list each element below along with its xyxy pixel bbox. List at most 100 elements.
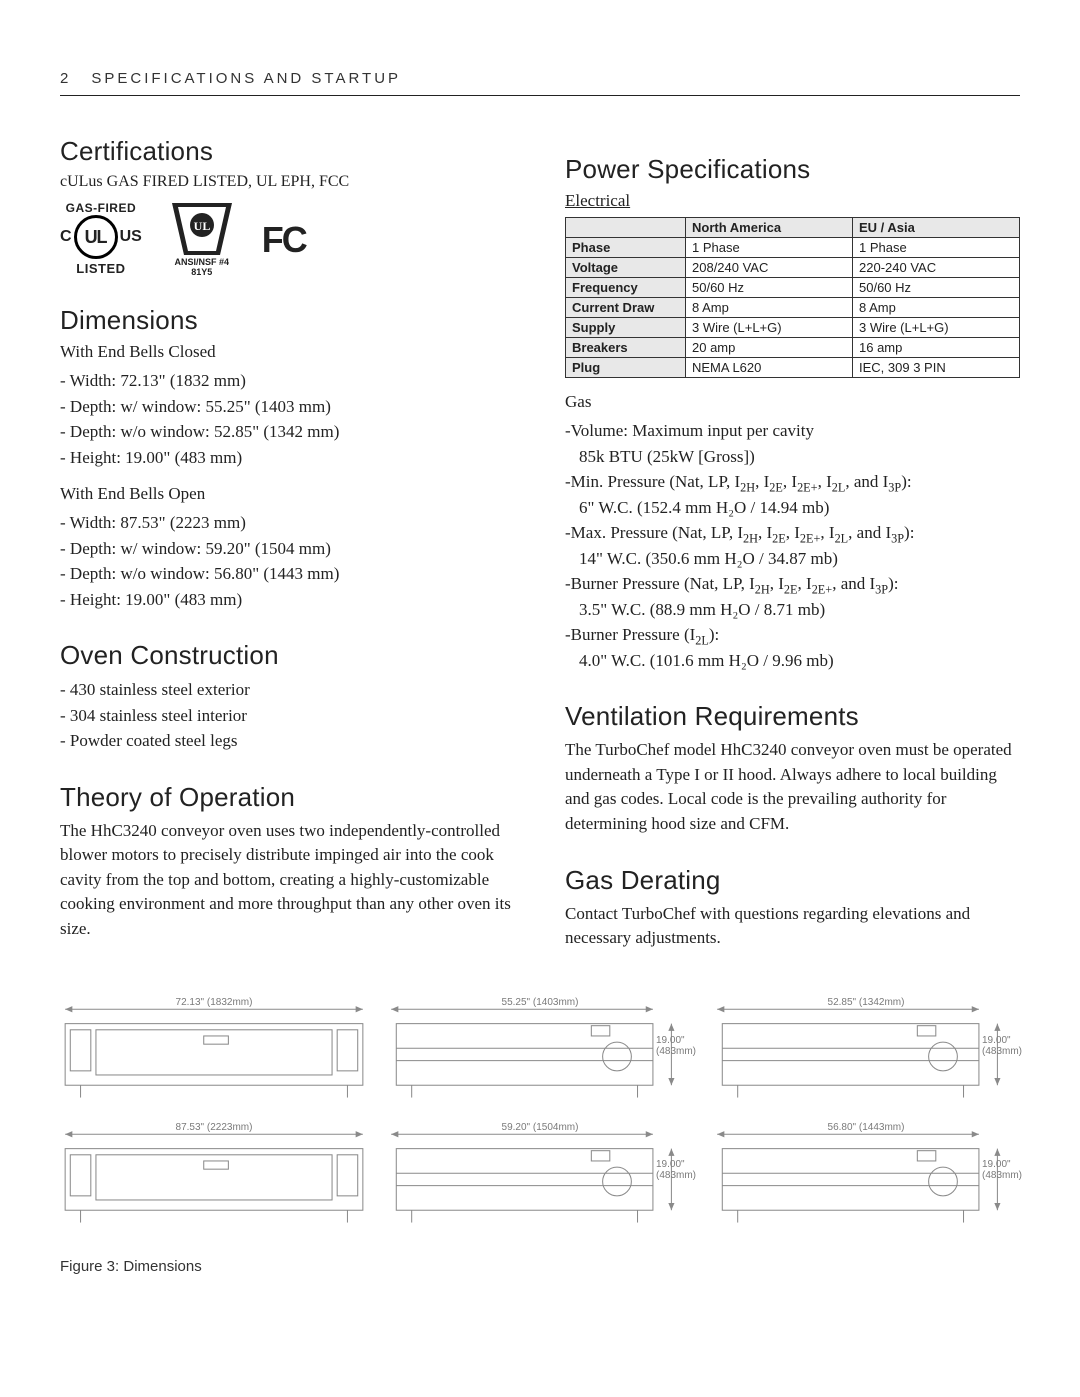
eph-logo-l2: 81Y5 (191, 267, 212, 277)
gas-min-l2: 6" W.C. (152.4 mm H₂O / 14.94 mb) (565, 495, 1020, 521)
table-cell-na: 1 Phase (686, 238, 853, 258)
list-item: Depth: w/ window: 59.20" (1504 mm) (60, 536, 515, 562)
dimension-diagram: 59.20" (1504mm)19.00"(483mm) (386, 1124, 694, 1227)
theory-heading: Theory of Operation (60, 782, 515, 813)
page-header-title: SPECIFICATIONS AND STARTUP (91, 70, 401, 87)
ul-logo-c: C (60, 228, 72, 246)
diagram-width-label: 72.13" (1832mm) (60, 997, 368, 1008)
diagram-height-label: 19.00"(483mm) (982, 1035, 1022, 1057)
table-cell-eu: 3 Wire (L+L+G) (853, 318, 1020, 338)
gas-volume-l1: -Volume: Maximum input per cavity (565, 418, 1020, 444)
ul-logo-bottom: LISTED (76, 261, 125, 276)
certifications-heading: Certifications (60, 136, 515, 167)
dimension-diagram: 52.85" (1342mm)19.00"(483mm) (712, 999, 1020, 1102)
oven-construction-heading: Oven Construction (60, 640, 515, 671)
gas-derating-text: Contact TurboChef with questions regardi… (565, 902, 1020, 951)
dimensions-closed-heading: With End Bells Closed (60, 342, 515, 362)
table-cell-eu: 1 Phase (853, 238, 1020, 258)
certifications-line: cULus GAS FIRED LISTED, UL EPH, FCC (60, 173, 515, 191)
table-col-eu: EU / Asia (853, 218, 1020, 238)
right-column: Power Specifications Electrical North Am… (565, 136, 1020, 961)
fcc-logo: FC (262, 201, 306, 261)
dimensions-open-heading: With End Bells Open (60, 484, 515, 504)
list-item: Depth: w/o window: 52.85" (1342 mm) (60, 419, 515, 445)
table-cell-eu: 8 Amp (853, 298, 1020, 318)
table-cell-eu: 16 amp (853, 338, 1020, 358)
table-row: Supply3 Wire (L+L+G)3 Wire (L+L+G) (566, 318, 1020, 338)
theory-text: The HhC3240 conveyor oven uses two indep… (60, 819, 515, 942)
table-row: PlugNEMA L620IEC, 309 3 PIN (566, 358, 1020, 378)
svg-text:UL: UL (193, 219, 210, 233)
gas-min-l1: -Min. Pressure (Nat, LP, I2H, I2E, I2E+,… (565, 469, 1020, 495)
diagram-width-label: 87.53" (2223mm) (60, 1122, 368, 1133)
dimension-diagram: 55.25" (1403mm) 19.00"(483mm) (386, 999, 694, 1102)
diagram-height-label: 19.00"(483mm) (982, 1159, 1022, 1181)
ul-eph-logo: UL ANSI/NSF #4 81Y5 (170, 201, 234, 277)
dimension-diagram: 72.13" (1832mm) (60, 999, 368, 1102)
table-col-na: North America (686, 218, 853, 238)
diagram-height-label: 19.00"(483mm) (656, 1159, 696, 1181)
electrical-label: Electrical (565, 191, 1020, 211)
figure-caption: Figure 3: Dimensions (60, 1258, 1020, 1275)
table-rowhead: Frequency (566, 278, 686, 298)
list-item: 430 stainless steel exterior (60, 677, 515, 703)
dimension-diagram: 56.80" (1443mm) 19.00"(483mm) (712, 1124, 1020, 1227)
gas-volume-l2: 85k BTU (25kW [Gross]) (565, 444, 1020, 470)
gas-max-l2: 14" W.C. (350.6 mm H₂O / 34.87 mb) (565, 546, 1020, 572)
dimensions-heading: Dimensions (60, 305, 515, 336)
table-corner (566, 218, 686, 238)
table-cell-eu: IEC, 309 3 PIN (853, 358, 1020, 378)
dimension-diagram: 87.53" (2223mm) (60, 1124, 368, 1227)
ventilation-heading: Ventilation Requirements (565, 701, 1020, 732)
list-item: 304 stainless steel interior (60, 703, 515, 729)
list-item: Depth: w/o window: 56.80" (1443 mm) (60, 561, 515, 587)
eph-logo-l1: ANSI/NSF #4 (175, 257, 230, 267)
table-row: Phase1 Phase1 Phase (566, 238, 1020, 258)
ul-logo-top: GAS-FIRED (66, 201, 137, 215)
table-cell-na: 50/60 Hz (686, 278, 853, 298)
table-cell-na: 20 amp (686, 338, 853, 358)
gas-label: Gas (565, 392, 1020, 412)
list-item: Width: 72.13" (1832 mm) (60, 368, 515, 394)
dimensions-open-list: Width: 87.53" (2223 mm)Depth: w/ window:… (60, 510, 515, 612)
ul-listed-logo: GAS-FIRED C UL US LISTED (60, 201, 142, 276)
table-rowhead: Phase (566, 238, 686, 258)
list-item: Depth: w/ window: 55.25" (1403 mm) (60, 394, 515, 420)
table-row: Frequency50/60 Hz50/60 Hz (566, 278, 1020, 298)
table-cell-na: NEMA L620 (686, 358, 853, 378)
ul-logo-us: US (120, 228, 142, 246)
table-rowhead: Plug (566, 358, 686, 378)
table-row: Current Draw8 Amp8 Amp (566, 298, 1020, 318)
table-cell-na: 3 Wire (L+L+G) (686, 318, 853, 338)
diagram-height-label: 19.00"(483mm) (656, 1035, 696, 1057)
electrical-table: North America EU / Asia Phase1 Phase1 Ph… (565, 217, 1020, 378)
power-spec-heading: Power Specifications (565, 154, 1020, 185)
ventilation-text: The TurboChef model HhC3240 conveyor ove… (565, 738, 1020, 837)
gas-derating-heading: Gas Derating (565, 865, 1020, 896)
table-cell-na: 8 Amp (686, 298, 853, 318)
gas-bp2-l1: -Burner Pressure (I2L): (565, 622, 1020, 648)
ul-logo-icon: UL (74, 215, 118, 259)
table-rowhead: Breakers (566, 338, 686, 358)
gas-max-l1: -Max. Pressure (Nat, LP, I2H, I2E, I2E+,… (565, 520, 1020, 546)
diagram-width-label: 56.80" (1443mm) (712, 1122, 1020, 1133)
oven-construction-list: 430 stainless steel exterior304 stainles… (60, 677, 515, 754)
header-rule (60, 95, 1020, 96)
table-row: Voltage208/240 VAC220-240 VAC (566, 258, 1020, 278)
gas-specs: -Volume: Maximum input per cavity85k BTU… (565, 418, 1020, 673)
page-number: 2 (60, 70, 71, 87)
table-cell-na: 208/240 VAC (686, 258, 853, 278)
gas-bp2-l2: 4.0" W.C. (101.6 mm H₂O / 9.96 mb) (565, 648, 1020, 674)
table-rowhead: Current Draw (566, 298, 686, 318)
list-item: Width: 87.53" (2223 mm) (60, 510, 515, 536)
certification-logos: GAS-FIRED C UL US LISTED UL ANSI/NSF (60, 201, 515, 277)
table-cell-eu: 50/60 Hz (853, 278, 1020, 298)
list-item: Height: 19.00" (483 mm) (60, 445, 515, 471)
table-cell-eu: 220-240 VAC (853, 258, 1020, 278)
list-item: Powder coated steel legs (60, 728, 515, 754)
gas-bp1-l2: 3.5" W.C. (88.9 mm H₂O / 8.71 mb) (565, 597, 1020, 623)
gas-bp1-l1: -Burner Pressure (Nat, LP, I2H, I2E, I2E… (565, 571, 1020, 597)
list-item: Height: 19.00" (483 mm) (60, 587, 515, 613)
diagram-width-label: 55.25" (1403mm) (386, 997, 694, 1008)
dimensions-closed-list: Width: 72.13" (1832 mm)Depth: w/ window:… (60, 368, 515, 470)
